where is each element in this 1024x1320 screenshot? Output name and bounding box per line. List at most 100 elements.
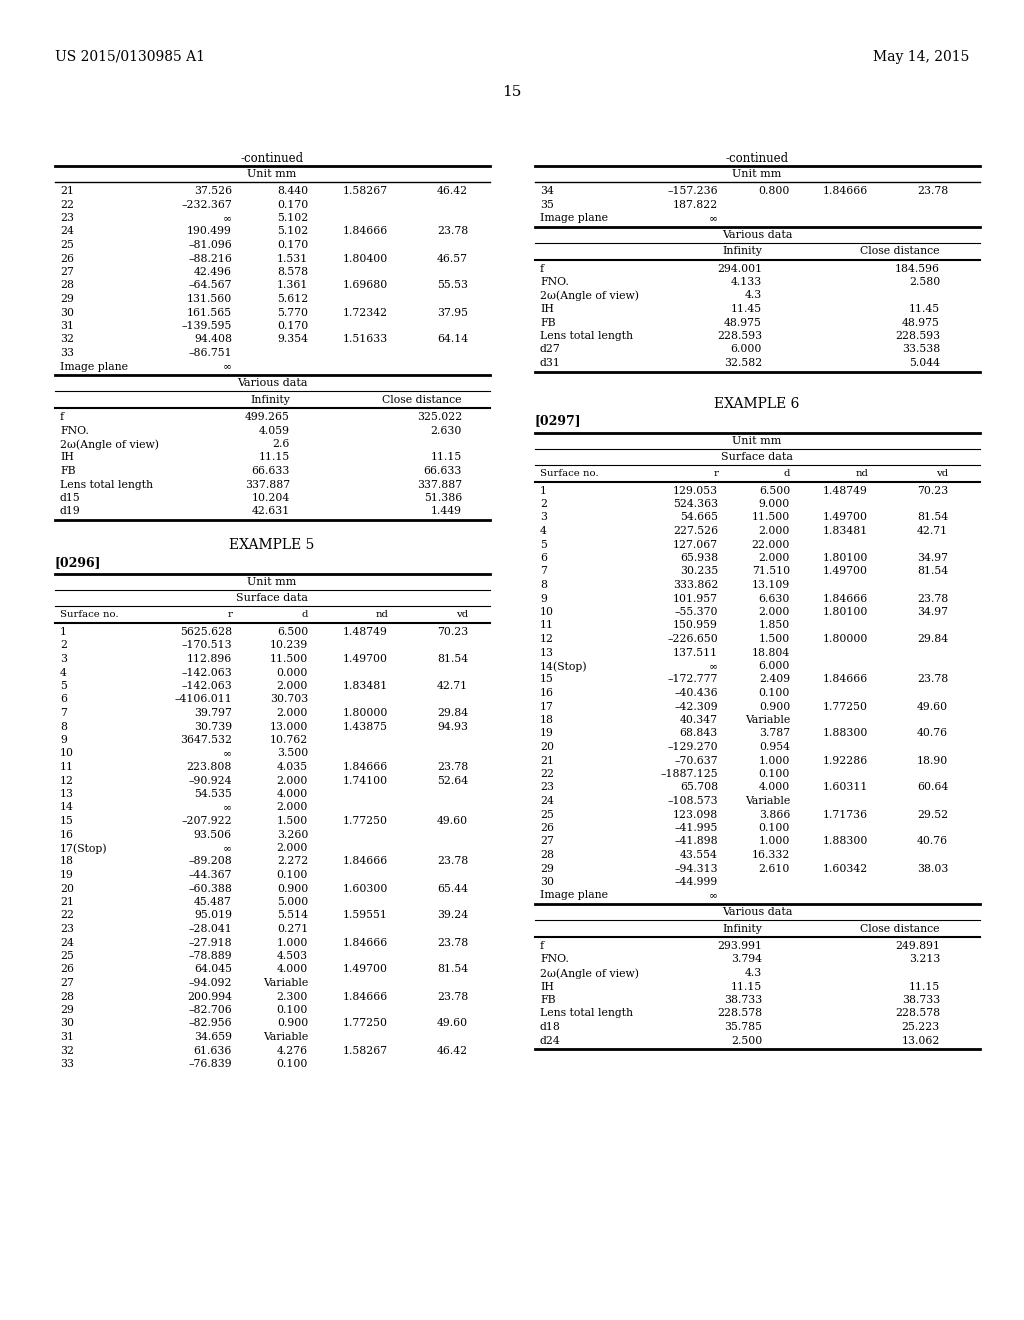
Text: US 2015/0130985 A1: US 2015/0130985 A1: [55, 50, 205, 63]
Text: 1.000: 1.000: [276, 937, 308, 948]
Text: 64.045: 64.045: [194, 965, 232, 974]
Text: 39.797: 39.797: [195, 708, 232, 718]
Text: 131.560: 131.560: [186, 294, 232, 304]
Text: Unit mm: Unit mm: [732, 436, 781, 446]
Text: 3.213: 3.213: [908, 954, 940, 965]
Text: 18.90: 18.90: [916, 755, 948, 766]
Text: 4: 4: [540, 525, 547, 536]
Text: 42.631: 42.631: [252, 507, 290, 516]
Text: 35: 35: [540, 199, 554, 210]
Text: 1.74100: 1.74100: [343, 776, 388, 785]
Text: 15: 15: [60, 816, 74, 826]
Text: 12: 12: [60, 776, 74, 785]
Text: 187.822: 187.822: [673, 199, 718, 210]
Text: 0.100: 0.100: [759, 688, 790, 698]
Text: 30: 30: [60, 308, 74, 318]
Text: 228.593: 228.593: [717, 331, 762, 341]
Text: 21: 21: [60, 898, 74, 907]
Text: 190.499: 190.499: [187, 227, 232, 236]
Text: Infinity: Infinity: [722, 247, 762, 256]
Text: 4.035: 4.035: [276, 762, 308, 772]
Text: 11.15: 11.15: [259, 453, 290, 462]
Text: 34.97: 34.97: [918, 607, 948, 616]
Text: 23.78: 23.78: [437, 991, 468, 1002]
Text: –170.513: –170.513: [181, 640, 232, 651]
Text: 11.15: 11.15: [908, 982, 940, 991]
Text: 30.235: 30.235: [680, 566, 718, 577]
Text: ∞: ∞: [709, 661, 718, 671]
Text: Lens total length: Lens total length: [60, 479, 153, 490]
Text: 1: 1: [540, 486, 547, 495]
Text: 1.449: 1.449: [431, 507, 462, 516]
Text: 2: 2: [540, 499, 547, 510]
Text: 0.271: 0.271: [276, 924, 308, 935]
Text: 32: 32: [60, 1045, 74, 1056]
Text: 9: 9: [540, 594, 547, 603]
Text: Various data: Various data: [722, 230, 793, 239]
Text: 31: 31: [60, 321, 74, 331]
Text: –108.573: –108.573: [668, 796, 718, 807]
Text: 24: 24: [60, 227, 74, 236]
Text: 227.526: 227.526: [673, 525, 718, 536]
Text: –27.918: –27.918: [188, 937, 232, 948]
Text: 2.500: 2.500: [731, 1035, 762, 1045]
Text: 23: 23: [540, 783, 554, 792]
Text: 3.500: 3.500: [276, 748, 308, 759]
Text: 1.80400: 1.80400: [343, 253, 388, 264]
Text: –41.898: –41.898: [675, 837, 718, 846]
Text: nd: nd: [375, 610, 388, 619]
Text: 15: 15: [503, 84, 521, 99]
Text: 20: 20: [540, 742, 554, 752]
Text: 40.347: 40.347: [680, 715, 718, 725]
Text: 1.60311: 1.60311: [822, 783, 868, 792]
Text: 3.260: 3.260: [276, 829, 308, 840]
Text: 34.97: 34.97: [918, 553, 948, 564]
Text: 6.500: 6.500: [276, 627, 308, 638]
Text: 18: 18: [540, 715, 554, 725]
Text: 2.000: 2.000: [276, 776, 308, 785]
Text: 2: 2: [60, 640, 67, 651]
Text: -continued: -continued: [241, 152, 303, 165]
Text: –44.999: –44.999: [675, 876, 718, 887]
Text: 66.633: 66.633: [252, 466, 290, 477]
Text: d27: d27: [540, 345, 561, 355]
Text: 34.659: 34.659: [194, 1032, 232, 1041]
Text: –40.436: –40.436: [675, 688, 718, 698]
Text: 0.800: 0.800: [759, 186, 790, 195]
Text: 26: 26: [60, 253, 74, 264]
Text: 228.593: 228.593: [895, 331, 940, 341]
Text: f: f: [540, 941, 544, 950]
Text: 0.100: 0.100: [759, 770, 790, 779]
Text: 161.565: 161.565: [186, 308, 232, 318]
Text: 337.887: 337.887: [245, 479, 290, 490]
Text: 33.538: 33.538: [902, 345, 940, 355]
Text: 31: 31: [60, 1032, 74, 1041]
Text: FB: FB: [540, 318, 555, 327]
Text: 95.019: 95.019: [194, 911, 232, 920]
Text: 2.000: 2.000: [759, 525, 790, 536]
Text: 1.48749: 1.48749: [823, 486, 868, 495]
Text: Image plane: Image plane: [540, 213, 608, 223]
Text: 0.900: 0.900: [276, 883, 308, 894]
Text: 6.000: 6.000: [731, 345, 762, 355]
Text: 200.994: 200.994: [187, 991, 232, 1002]
Text: 27: 27: [60, 267, 74, 277]
Text: 1.80000: 1.80000: [343, 708, 388, 718]
Text: 0.170: 0.170: [276, 240, 308, 249]
Text: FNO.: FNO.: [60, 425, 89, 436]
Text: 524.363: 524.363: [673, 499, 718, 510]
Text: 1.69680: 1.69680: [343, 281, 388, 290]
Text: 228.578: 228.578: [895, 1008, 940, 1019]
Text: ∞: ∞: [709, 891, 718, 900]
Text: 10.762: 10.762: [269, 735, 308, 744]
Text: 337.887: 337.887: [417, 479, 462, 490]
Text: 1.77250: 1.77250: [343, 816, 388, 826]
Text: 1.531: 1.531: [276, 253, 308, 264]
Text: 1.84666: 1.84666: [343, 762, 388, 772]
Text: 4.3: 4.3: [744, 968, 762, 978]
Text: 70.23: 70.23: [916, 486, 948, 495]
Text: –81.096: –81.096: [188, 240, 232, 249]
Text: 2ω(Angle of view): 2ω(Angle of view): [540, 290, 639, 301]
Text: 1.77250: 1.77250: [823, 701, 868, 711]
Text: 5625.628: 5625.628: [180, 627, 232, 638]
